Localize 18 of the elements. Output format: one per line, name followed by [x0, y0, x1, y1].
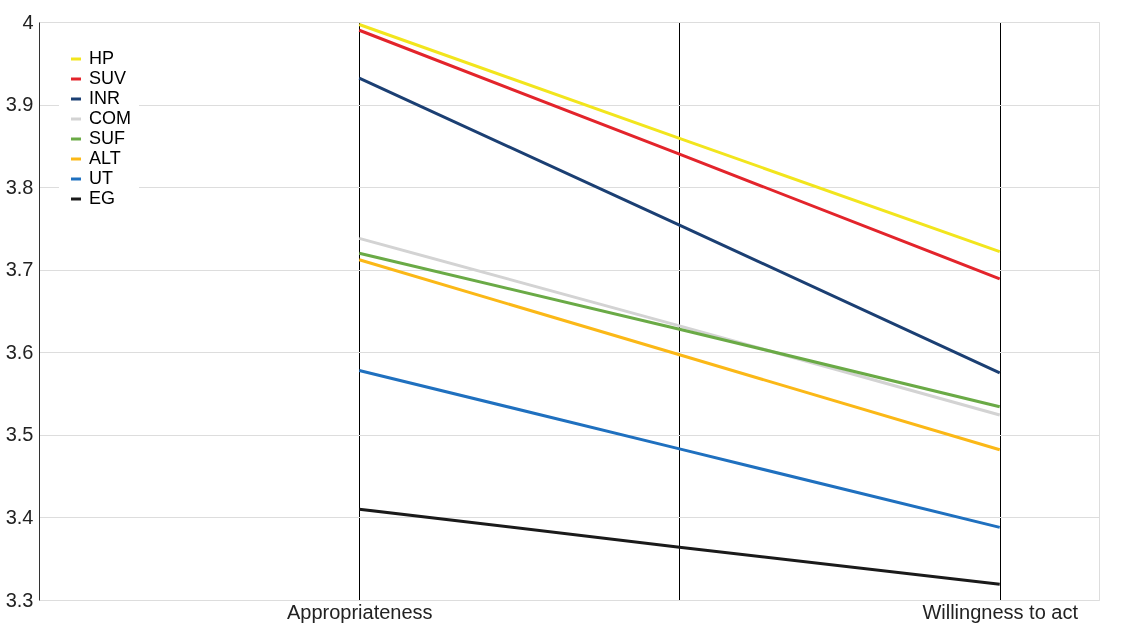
- y-tick-label: 3.8: [5, 175, 34, 198]
- y-tick-label: 3.6: [5, 340, 34, 363]
- y-tick-label: 4: [22, 10, 34, 33]
- legend-label: SUF: [89, 128, 125, 148]
- legend-label: ALT: [89, 148, 121, 168]
- y-tick-label: 3.4: [5, 505, 34, 528]
- y-tick-label: 3.5: [5, 423, 34, 446]
- legend-label: SUV: [89, 68, 127, 88]
- y-tick-label: 3.3: [5, 588, 34, 611]
- legend-label: COM: [89, 108, 131, 128]
- x-tick-label: Willingness to act: [922, 600, 1079, 623]
- y-tick-label: 3.9: [5, 93, 34, 116]
- legend-label: INR: [89, 88, 120, 108]
- legend-label: EG: [89, 188, 116, 208]
- legend-label: UT: [89, 168, 113, 188]
- legend-label: HP: [89, 48, 115, 68]
- x-tick-label: Appropriateness: [286, 600, 433, 623]
- y-tick-label: 3.7: [5, 258, 34, 281]
